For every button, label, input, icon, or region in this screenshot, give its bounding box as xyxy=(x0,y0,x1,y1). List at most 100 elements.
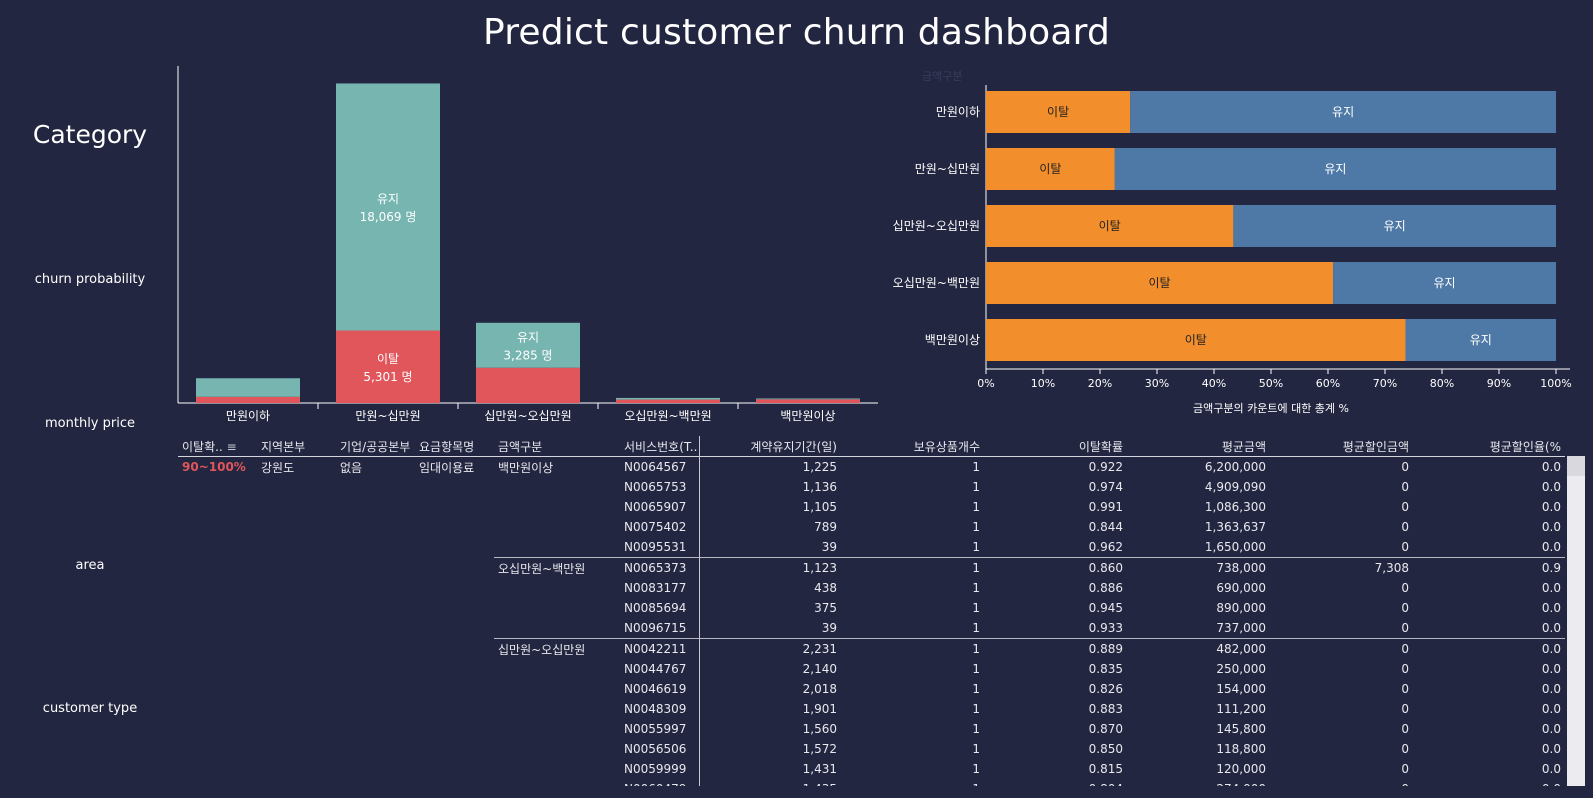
col-header[interactable]: 이탈확률 xyxy=(984,436,1127,457)
value-cell: 0 xyxy=(1270,598,1413,618)
col-header[interactable]: 요금항목명 xyxy=(415,436,494,457)
empty-cell xyxy=(336,537,415,558)
col-header[interactable]: 계약유지기간(일) xyxy=(699,436,841,457)
table-row[interactable]: N0095531 39 1 0.962 1,650,000 0 0.0 xyxy=(178,537,1565,558)
value-cell: 0.0 xyxy=(1413,578,1565,598)
value-cell: 0.826 xyxy=(984,679,1127,699)
x-tick-label: 오십만원~백만원 xyxy=(624,409,711,423)
table-scrollbar[interactable] xyxy=(1567,456,1585,786)
value-cell: 0.0 xyxy=(1413,759,1565,779)
col-header[interactable]: 지역본부 xyxy=(257,436,336,457)
col-header[interactable]: 평균할인금액 xyxy=(1270,436,1413,457)
col-header[interactable]: 보유상품개수 xyxy=(841,436,984,457)
col-header[interactable]: 이탈확.. ≡ xyxy=(178,436,257,457)
price-group-cell xyxy=(494,779,620,786)
value-cell: 0.870 xyxy=(984,719,1127,739)
bar-label: 유지 xyxy=(1384,219,1406,233)
value-cell: 0.883 xyxy=(984,699,1127,719)
table-row[interactable]: N0075402 789 1 0.844 1,363,637 0 0.0 xyxy=(178,517,1565,537)
table-row[interactable]: N0056506 1,572 1 0.850 118,800 0 0.0 xyxy=(178,739,1565,759)
x-tick-label: 십만원~오십만원 xyxy=(484,409,571,423)
value-cell: 0 xyxy=(1270,537,1413,558)
empty-cell xyxy=(178,497,257,517)
empty-cell xyxy=(336,659,415,679)
value-cell: 1 xyxy=(841,477,984,497)
table-row[interactable]: N0085694 375 1 0.945 890,000 0 0.0 xyxy=(178,598,1565,618)
table-row[interactable]: N0046619 2,018 1 0.826 154,000 0 0.0 xyxy=(178,679,1565,699)
price-group-cell: 백만원이상 xyxy=(494,457,620,478)
y-tick-label: 만원이하 xyxy=(936,105,980,119)
service-number-cell: N0060479 xyxy=(620,779,699,786)
table-row[interactable]: N0083177 438 1 0.886 690,000 0 0.0 xyxy=(178,578,1565,598)
bar-label: 유지 xyxy=(1332,105,1354,119)
value-cell: 0 xyxy=(1270,659,1413,679)
value-cell: 0.0 xyxy=(1413,719,1565,739)
value-cell: 7,308 xyxy=(1270,558,1413,579)
table-row[interactable]: N0065907 1,105 1 0.991 1,086,300 0 0.0 xyxy=(178,497,1565,517)
empty-cell xyxy=(257,739,336,759)
empty-cell xyxy=(336,779,415,786)
empty-cell xyxy=(415,739,494,759)
value-cell: 0 xyxy=(1270,639,1413,660)
bar-label: 이탈 xyxy=(1099,219,1121,233)
value-cell: 482,000 xyxy=(1127,639,1270,660)
bar-label: 유지 xyxy=(1324,162,1346,176)
empty-cell xyxy=(415,699,494,719)
table-row[interactable]: N0065753 1,136 1 0.974 4,909,090 0 0.0 xyxy=(178,477,1565,497)
category-area[interactable]: area xyxy=(0,558,180,573)
value-cell: 6,200,000 xyxy=(1127,457,1270,478)
empty-cell xyxy=(336,618,415,639)
value-cell: 1 xyxy=(841,679,984,699)
x-tick-label: 40% xyxy=(1202,377,1226,390)
empty-cell xyxy=(336,497,415,517)
table-row[interactable]: N0059999 1,431 1 0.815 120,000 0 0.0 xyxy=(178,759,1565,779)
value-cell: 1,560 xyxy=(699,719,841,739)
y-tick-label: 십만원~오십만원 xyxy=(893,219,980,233)
empty-cell xyxy=(257,719,336,739)
col-header[interactable]: 서비스번호(T.. xyxy=(620,436,699,457)
category-customer-type[interactable]: customer type xyxy=(0,701,180,716)
value-cell: 1,572 xyxy=(699,739,841,759)
churn-prob-cell: 90~100% xyxy=(178,457,257,478)
sort-icon[interactable]: ≡ xyxy=(227,440,237,454)
price-group-cell xyxy=(494,679,620,699)
table-row[interactable]: N0055997 1,560 1 0.870 145,800 0 0.0 xyxy=(178,719,1565,739)
empty-cell xyxy=(415,679,494,699)
price-group-cell: 십만원~오십만원 xyxy=(494,639,620,660)
bar-label: 유지 xyxy=(377,192,399,206)
y-tick-label: 오십만원~백만원 xyxy=(893,276,980,290)
col-header[interactable]: 금액구분 xyxy=(494,436,620,457)
empty-cell xyxy=(336,517,415,537)
service-number-cell: N0085694 xyxy=(620,598,699,618)
empty-cell xyxy=(178,679,257,699)
region-cell: 강원도 xyxy=(257,457,336,478)
value-cell: 1 xyxy=(841,618,984,639)
table-row[interactable]: 십만원~오십만원 N0042211 2,231 1 0.889 482,000 0 0.0 xyxy=(178,639,1565,660)
empty-cell xyxy=(178,759,257,779)
value-cell: 0.835 xyxy=(984,659,1127,679)
empty-cell xyxy=(415,759,494,779)
empty-cell xyxy=(257,598,336,618)
value-cell: 145,800 xyxy=(1127,719,1270,739)
table-row[interactable]: N0044767 2,140 1 0.835 250,000 0 0.0 xyxy=(178,659,1565,679)
col-header[interactable]: 평균금액 xyxy=(1127,436,1270,457)
table-row[interactable]: N0048309 1,901 1 0.883 111,200 0 0.0 xyxy=(178,699,1565,719)
col-header[interactable]: 기업/공공본부 xyxy=(336,436,415,457)
table-row[interactable]: N0096715 39 1 0.933 737,000 0 0.0 xyxy=(178,618,1565,639)
value-cell: 0.0 xyxy=(1413,517,1565,537)
col-header[interactable]: 평균할인율(% xyxy=(1413,436,1565,457)
empty-cell xyxy=(257,659,336,679)
service-number-cell: N0095531 xyxy=(620,537,699,558)
table-scrollbar-thumb[interactable] xyxy=(1567,456,1585,476)
table-row[interactable]: 오십만원~백만원 N0065373 1,123 1 0.860 738,000 7,308 0… xyxy=(178,558,1565,579)
value-cell: 1 xyxy=(841,497,984,517)
table-row[interactable]: 90~100% 강원도 없음 임대이용료 백만원이상 N0064567 1,225 1 0.92… xyxy=(178,457,1565,478)
empty-cell xyxy=(415,578,494,598)
churn-count-bar-chart: 만원이하이탈5,301 명유지18,069 명만원~십만원유지3,285 명십만… xyxy=(0,0,880,430)
value-cell: 1 xyxy=(841,659,984,679)
value-cell: 1 xyxy=(841,457,984,478)
service-number-cell: N0056506 xyxy=(620,739,699,759)
price-group-cell xyxy=(494,517,620,537)
value-cell: 0.844 xyxy=(984,517,1127,537)
